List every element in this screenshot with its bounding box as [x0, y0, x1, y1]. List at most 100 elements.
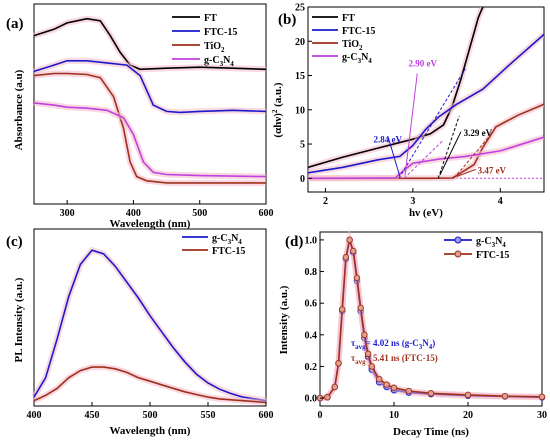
- tangent-fit-line-3: [453, 135, 491, 179]
- bandgap-annotation-2: 3.29 eV: [464, 128, 493, 138]
- data-point-d-ftc-15-8: [353, 274, 361, 282]
- x-tick-label-b-3: 3: [410, 196, 415, 207]
- tangent-fit-line-2: [437, 115, 460, 179]
- panel-b-ticks: 2 3 4 0 5 10 15 20 25: [295, 3, 503, 208]
- annotation-arrow-1: [404, 73, 418, 176]
- data-point-d-ftc-15-9: [357, 304, 364, 312]
- panel-d-legend: g-C3N4 FTC-15: [444, 236, 509, 261]
- panel-b-label: (b): [278, 12, 296, 28]
- data-point-d-ftc-15-4: [338, 306, 346, 313]
- series-line-a-g-c3n4: [33, 102, 267, 178]
- panel-d-ticks: 0 10 20 30 0.0 0.2 0.4 0.6 0.8 1.0: [305, 235, 548, 421]
- panel-b: (b) 2.84 eV 2.90 eV 3.29 eV 3.47 eV 2 3 4 0 5 10…: [271, 3, 545, 219]
- data-point-d-ftc-15-10: [361, 331, 368, 339]
- series-line-a-ft: [33, 17, 267, 71]
- panel-d-ylabel: Intensity (a.u.): [278, 285, 290, 354]
- panel-d-annotation-gc3n4: τavg= 4.02 ns (g-C3N4): [351, 338, 435, 351]
- data-point-d-ftc-15-11: [364, 350, 372, 358]
- y-tick-label-b-15: 15: [295, 71, 305, 82]
- panel-b-xlabel: hν (eV): [409, 207, 443, 219]
- panel-c-x-ticks: 400 450 500 550 600: [27, 402, 274, 421]
- panel-c-label: (c): [6, 234, 23, 250]
- legend-b-label-ftc15: FTC-15: [342, 26, 375, 37]
- data-point-d-ftc-15-14: [383, 381, 390, 388]
- panel-c-series-group: [31, 246, 267, 406]
- x-tick-label-d-10: 10: [389, 410, 399, 421]
- panel-a-ylabel: Absorbance (a.u): [13, 69, 25, 150]
- y-tick-label-b-20: 20: [295, 37, 305, 48]
- x-tick-label-a-500: 500: [192, 208, 207, 219]
- x-tick-label-a-400: 400: [126, 208, 141, 219]
- series-line-a-ftc-15: [33, 60, 267, 114]
- data-point-d-ftc-15-13: [375, 375, 383, 383]
- x-tick-label-c-550: 550: [201, 410, 216, 421]
- panel-d-label: (d): [285, 234, 303, 250]
- series-line-b-tio2: [308, 103, 544, 180]
- panel-d: (d) 0 10 20 30 0.0 0.2 0.4 0.6 0.8 1.0 Decay Time…: [278, 228, 548, 438]
- x-tick-label-c-600: 600: [259, 410, 274, 421]
- bandgap-annotation-0: 2.84 eV: [374, 135, 403, 145]
- legend-label-ftc15: FTC-15: [204, 27, 237, 38]
- data-point-d-ftc-15-7: [350, 247, 357, 255]
- panel-a-series-group: [33, 15, 267, 186]
- series-line-a-tio2: [33, 72, 266, 184]
- legend-b-label-gc3n4: g-C3N4: [342, 52, 372, 65]
- panel-a-x-ticks: 300 400 500 600: [60, 200, 274, 219]
- legend-label-tio2: TiO2: [204, 41, 225, 54]
- legend-d-label-ftc15: FTC-15: [476, 250, 509, 261]
- panel-b-plot-area: [308, 7, 544, 182]
- data-point-d-ftc-15-15: [390, 384, 398, 392]
- annotation-arrow-3: [456, 168, 476, 178]
- bandgap-annotation-3: 3.47 eV: [478, 166, 507, 176]
- panel-a-xlabel: Wavelength (nm): [110, 218, 191, 230]
- panel-b-ylabel: (αhν)2 (a.u.): [271, 82, 284, 138]
- panel-a-legend: FT FTC-15 TiO2 g-C3N4: [172, 13, 237, 68]
- panel-b-frame: [307, 6, 545, 193]
- tangent-fit-line-1: [403, 139, 444, 179]
- x-tick-label-c-400: 400: [27, 410, 42, 421]
- x-tick-label-c-500: 500: [143, 410, 158, 421]
- data-point-d-ftc-15-17: [427, 390, 435, 397]
- x-tick-label-d-0: 0: [318, 410, 323, 421]
- y-tick-label-d-0: 0.0: [305, 394, 318, 405]
- panel-a: (a) 300 400 500 600 Wavelength (nm) Absorba…: [6, 3, 274, 230]
- legend-c-label-gc3n4: g-C3N4: [212, 233, 242, 246]
- data-point-d-ftc-15-2: [331, 383, 339, 391]
- x-tick-label-d-20: 20: [463, 410, 473, 421]
- panel-b-series-group: 2.84 eV 2.90 eV 3.29 eV 3.47 eV: [308, 7, 544, 182]
- x-tick-label-b-4: 4: [498, 196, 503, 207]
- panel-c: (c) 400 450 500 550 600 Wavelength (nm) PL I…: [6, 228, 274, 437]
- y-tick-label-b-10: 10: [295, 105, 305, 116]
- series-line-b-g-c3n4: [308, 136, 544, 180]
- legend-label-ft: FT: [204, 13, 217, 24]
- y-tick-label-b-25: 25: [295, 3, 305, 14]
- data-point-d-ftc-15-1: [324, 394, 331, 401]
- bandgap-annotation-1: 2.90 eV: [409, 59, 438, 69]
- annotation-arrow-0: [387, 137, 401, 177]
- y-tick-label-b-5: 5: [300, 140, 305, 151]
- y-tick-label-b-0: 0: [300, 174, 305, 185]
- data-point-d-ftc-15-6: [346, 236, 353, 244]
- series-line-c-ftc-15: [33, 366, 267, 404]
- x-tick-label-b-2: 2: [323, 196, 328, 207]
- tangent-fit-line-0: [398, 68, 466, 179]
- annotation-arrow-2: [439, 131, 462, 176]
- x-tick-label-a-600: 600: [259, 208, 274, 219]
- y-tick-label-d-0-2: 0.2: [305, 362, 318, 373]
- data-point-d-ftc-15-18: [464, 391, 472, 399]
- panel-d-xlabel: Decay Time (ns): [393, 426, 469, 438]
- series-line-b-ftc-15: [308, 33, 544, 174]
- legend-c-label-ftc15: FTC-15: [212, 246, 245, 257]
- y-tick-label-d-0-6: 0.6: [305, 299, 318, 310]
- data-point-d-ftc-15-3: [335, 360, 342, 367]
- y-tick-label-d-0-4: 0.4: [305, 330, 318, 341]
- legend-label-gc3n4: g-C3N4: [204, 55, 234, 68]
- x-tick-label-c-450: 450: [85, 410, 100, 421]
- panel-d-frame: [319, 231, 543, 407]
- data-point-d-ftc-15-5: [342, 254, 350, 261]
- legend-d-marker-gc3n4: [454, 236, 462, 244]
- panel-c-xlabel: Wavelength (nm): [110, 425, 191, 437]
- panel-d-series-group: [316, 228, 546, 402]
- y-tick-label-d-0-8: 0.8: [305, 267, 318, 278]
